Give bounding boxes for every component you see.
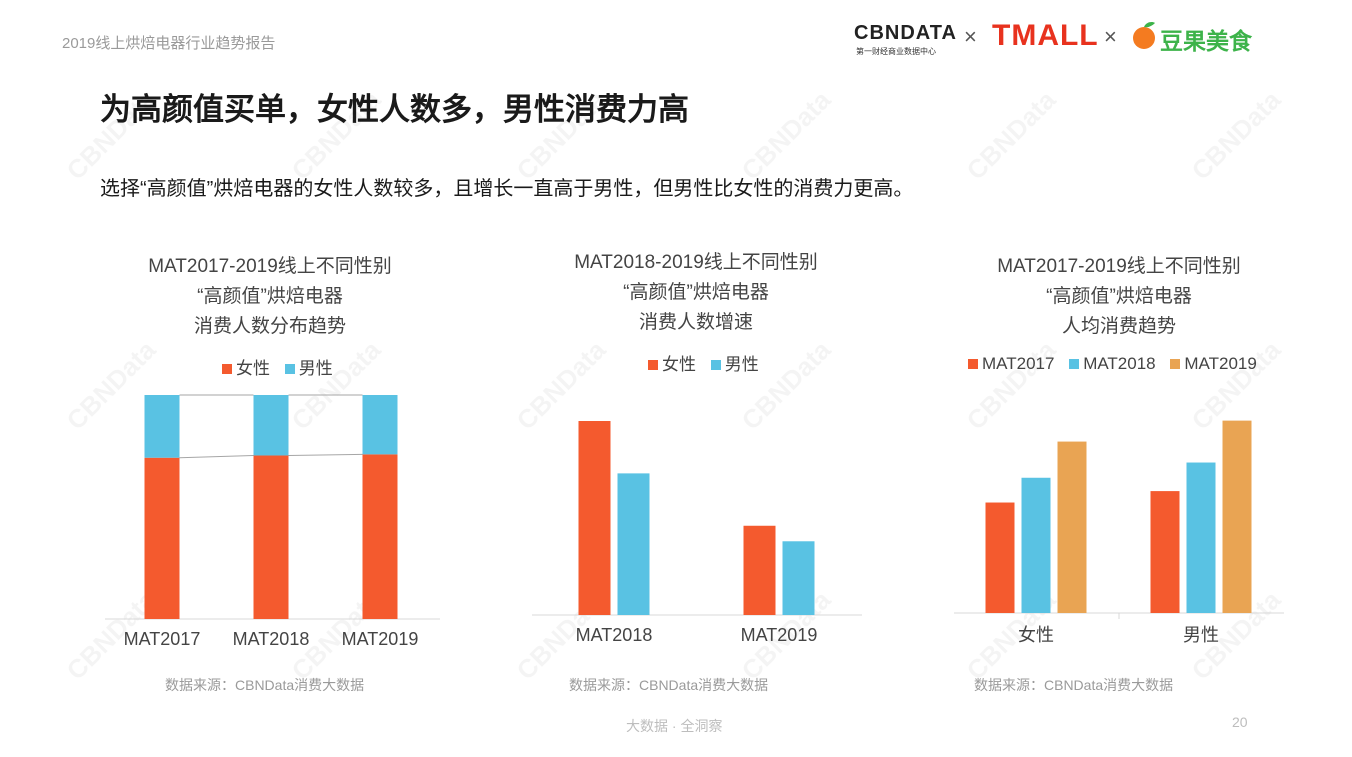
chart1-title-line: “高颜值”烘焙电器 — [197, 286, 343, 307]
chart2-title-line: MAT2018-2019线上不同性别 — [574, 252, 818, 273]
chart3-title: MAT2017-2019线上不同性别 “高颜值”烘焙电器 人均消费趋势 — [949, 252, 1289, 342]
bar-MAT2018-女性 — [1021, 477, 1051, 613]
legend-label: 女性 — [662, 355, 696, 374]
watermark: CBNData — [961, 85, 1063, 187]
chart2-title-line: 消费人数增速 — [638, 312, 753, 333]
x-tick-label: MAT2017 — [124, 629, 201, 649]
bar-女性-MAT2017 — [144, 457, 180, 619]
series-connector — [288, 453, 363, 456]
tmall-logo: TMALL — [992, 19, 1099, 52]
x-tick-label: 男性 — [1183, 625, 1219, 645]
bar-女性-MAT2019 — [362, 454, 398, 619]
bar-MAT2019-女性 — [1057, 441, 1087, 613]
bar-男性-MAT2019 — [362, 395, 398, 455]
legend-label: MAT2017 — [982, 354, 1055, 373]
cbndata-logo-subtitle: 第一财经商业数据中心 — [856, 47, 936, 56]
times-icon: × — [964, 24, 977, 49]
legend-swatch-female — [648, 360, 658, 370]
bar-女性-MAT2018 — [578, 421, 611, 615]
watermark: CBNData — [1186, 85, 1288, 187]
chart1-title-line: MAT2017-2019线上不同性别 — [148, 256, 392, 277]
x-tick-label: 女性 — [1018, 625, 1054, 645]
chart3-plot: 女性 男性 — [954, 420, 1284, 645]
footer-slogan: 大数据 · 全洞察 — [626, 718, 723, 734]
bar-女性-MAT2019 — [743, 525, 776, 615]
legend-swatch-male — [710, 360, 721, 370]
chart2-plot: MAT2018 MAT2019 — [532, 421, 862, 645]
chart1-plot: MAT2017 MAT2018 MAT2019 — [105, 394, 440, 649]
partner-logos: CBNDATA 第一财经商业数据中心 × TMALL × 豆果美食 — [854, 18, 1274, 58]
bar-女性-MAT2018 — [253, 455, 289, 619]
series-connector — [179, 454, 254, 459]
chart2-source: 数据来源：CBNData消费大数据 — [569, 677, 769, 693]
chart3-title-line: 人均消费趋势 — [1061, 316, 1176, 337]
bar-MAT2019-男性 — [1222, 420, 1252, 613]
chart1-title: MAT2017-2019线上不同性别 “高颜值”烘焙电器 消费人数分布趋势 — [100, 252, 440, 342]
bar-MAT2018-男性 — [1186, 462, 1216, 613]
legend-label: MAT2019 — [1184, 354, 1257, 373]
chart2-title-line: “高颜值”烘焙电器 — [623, 282, 769, 303]
bar-男性-MAT2019 — [782, 541, 815, 615]
x-tick-label: MAT2019 — [741, 625, 818, 645]
orange-logo-icon — [1133, 22, 1155, 49]
chart3-legend: MAT2017 MAT2018 MAT2019 — [968, 354, 1257, 374]
chart2-legend: 女性 男性 — [648, 350, 759, 375]
legend-label: 男性 — [724, 355, 759, 374]
legend-swatch-female — [222, 364, 232, 374]
legend-swatch-mat2017 — [968, 359, 978, 369]
chart1-title-line: 消费人数分布趋势 — [193, 316, 346, 337]
page-number: 20 — [1232, 714, 1248, 730]
cbndata-logo: CBNDATA — [854, 22, 957, 44]
legend-label: 女性 — [236, 359, 270, 378]
bar-MAT2017-男性 — [1150, 491, 1180, 613]
times-icon: × — [1104, 24, 1117, 49]
legend-swatch-mat2019 — [1170, 359, 1181, 369]
legend-swatch-male — [284, 364, 295, 374]
page-title: 为高颜值买单，女性人数多，男性消费力高 — [100, 92, 689, 127]
legend-label: MAT2018 — [1083, 354, 1156, 373]
bar-男性-MAT2018 — [617, 473, 650, 615]
legend-label: 男性 — [298, 359, 333, 378]
chart3-title-line: “高颜值”烘焙电器 — [1046, 286, 1192, 307]
page-subtitle: 选择“高颜值”烘焙电器的女性人数较多，且增长一直高于男性，但男性比女性的消费力更… — [100, 178, 914, 200]
bar-男性-MAT2017 — [144, 395, 180, 458]
chart1-source: 数据来源：CBNData消费大数据 — [165, 677, 365, 693]
x-tick-label: MAT2018 — [576, 625, 653, 645]
chart2-title: MAT2018-2019线上不同性别 “高颜值”烘焙电器 消费人数增速 — [526, 248, 866, 338]
x-tick-label: MAT2019 — [342, 629, 419, 649]
bar-男性-MAT2018 — [253, 395, 289, 456]
bar-MAT2017-女性 — [985, 502, 1015, 613]
chart1-legend: 女性 男性 — [222, 354, 333, 379]
legend-swatch-mat2018 — [1069, 359, 1080, 369]
chart3-source: 数据来源：CBNData消费大数据 — [974, 677, 1174, 693]
chart3-title-line: MAT2017-2019线上不同性别 — [997, 256, 1241, 277]
report-name: 2019线上烘焙电器行业趋势报告 — [62, 35, 276, 52]
douguo-logo: 豆果美食 — [1160, 28, 1252, 54]
x-tick-label: MAT2018 — [233, 629, 310, 649]
